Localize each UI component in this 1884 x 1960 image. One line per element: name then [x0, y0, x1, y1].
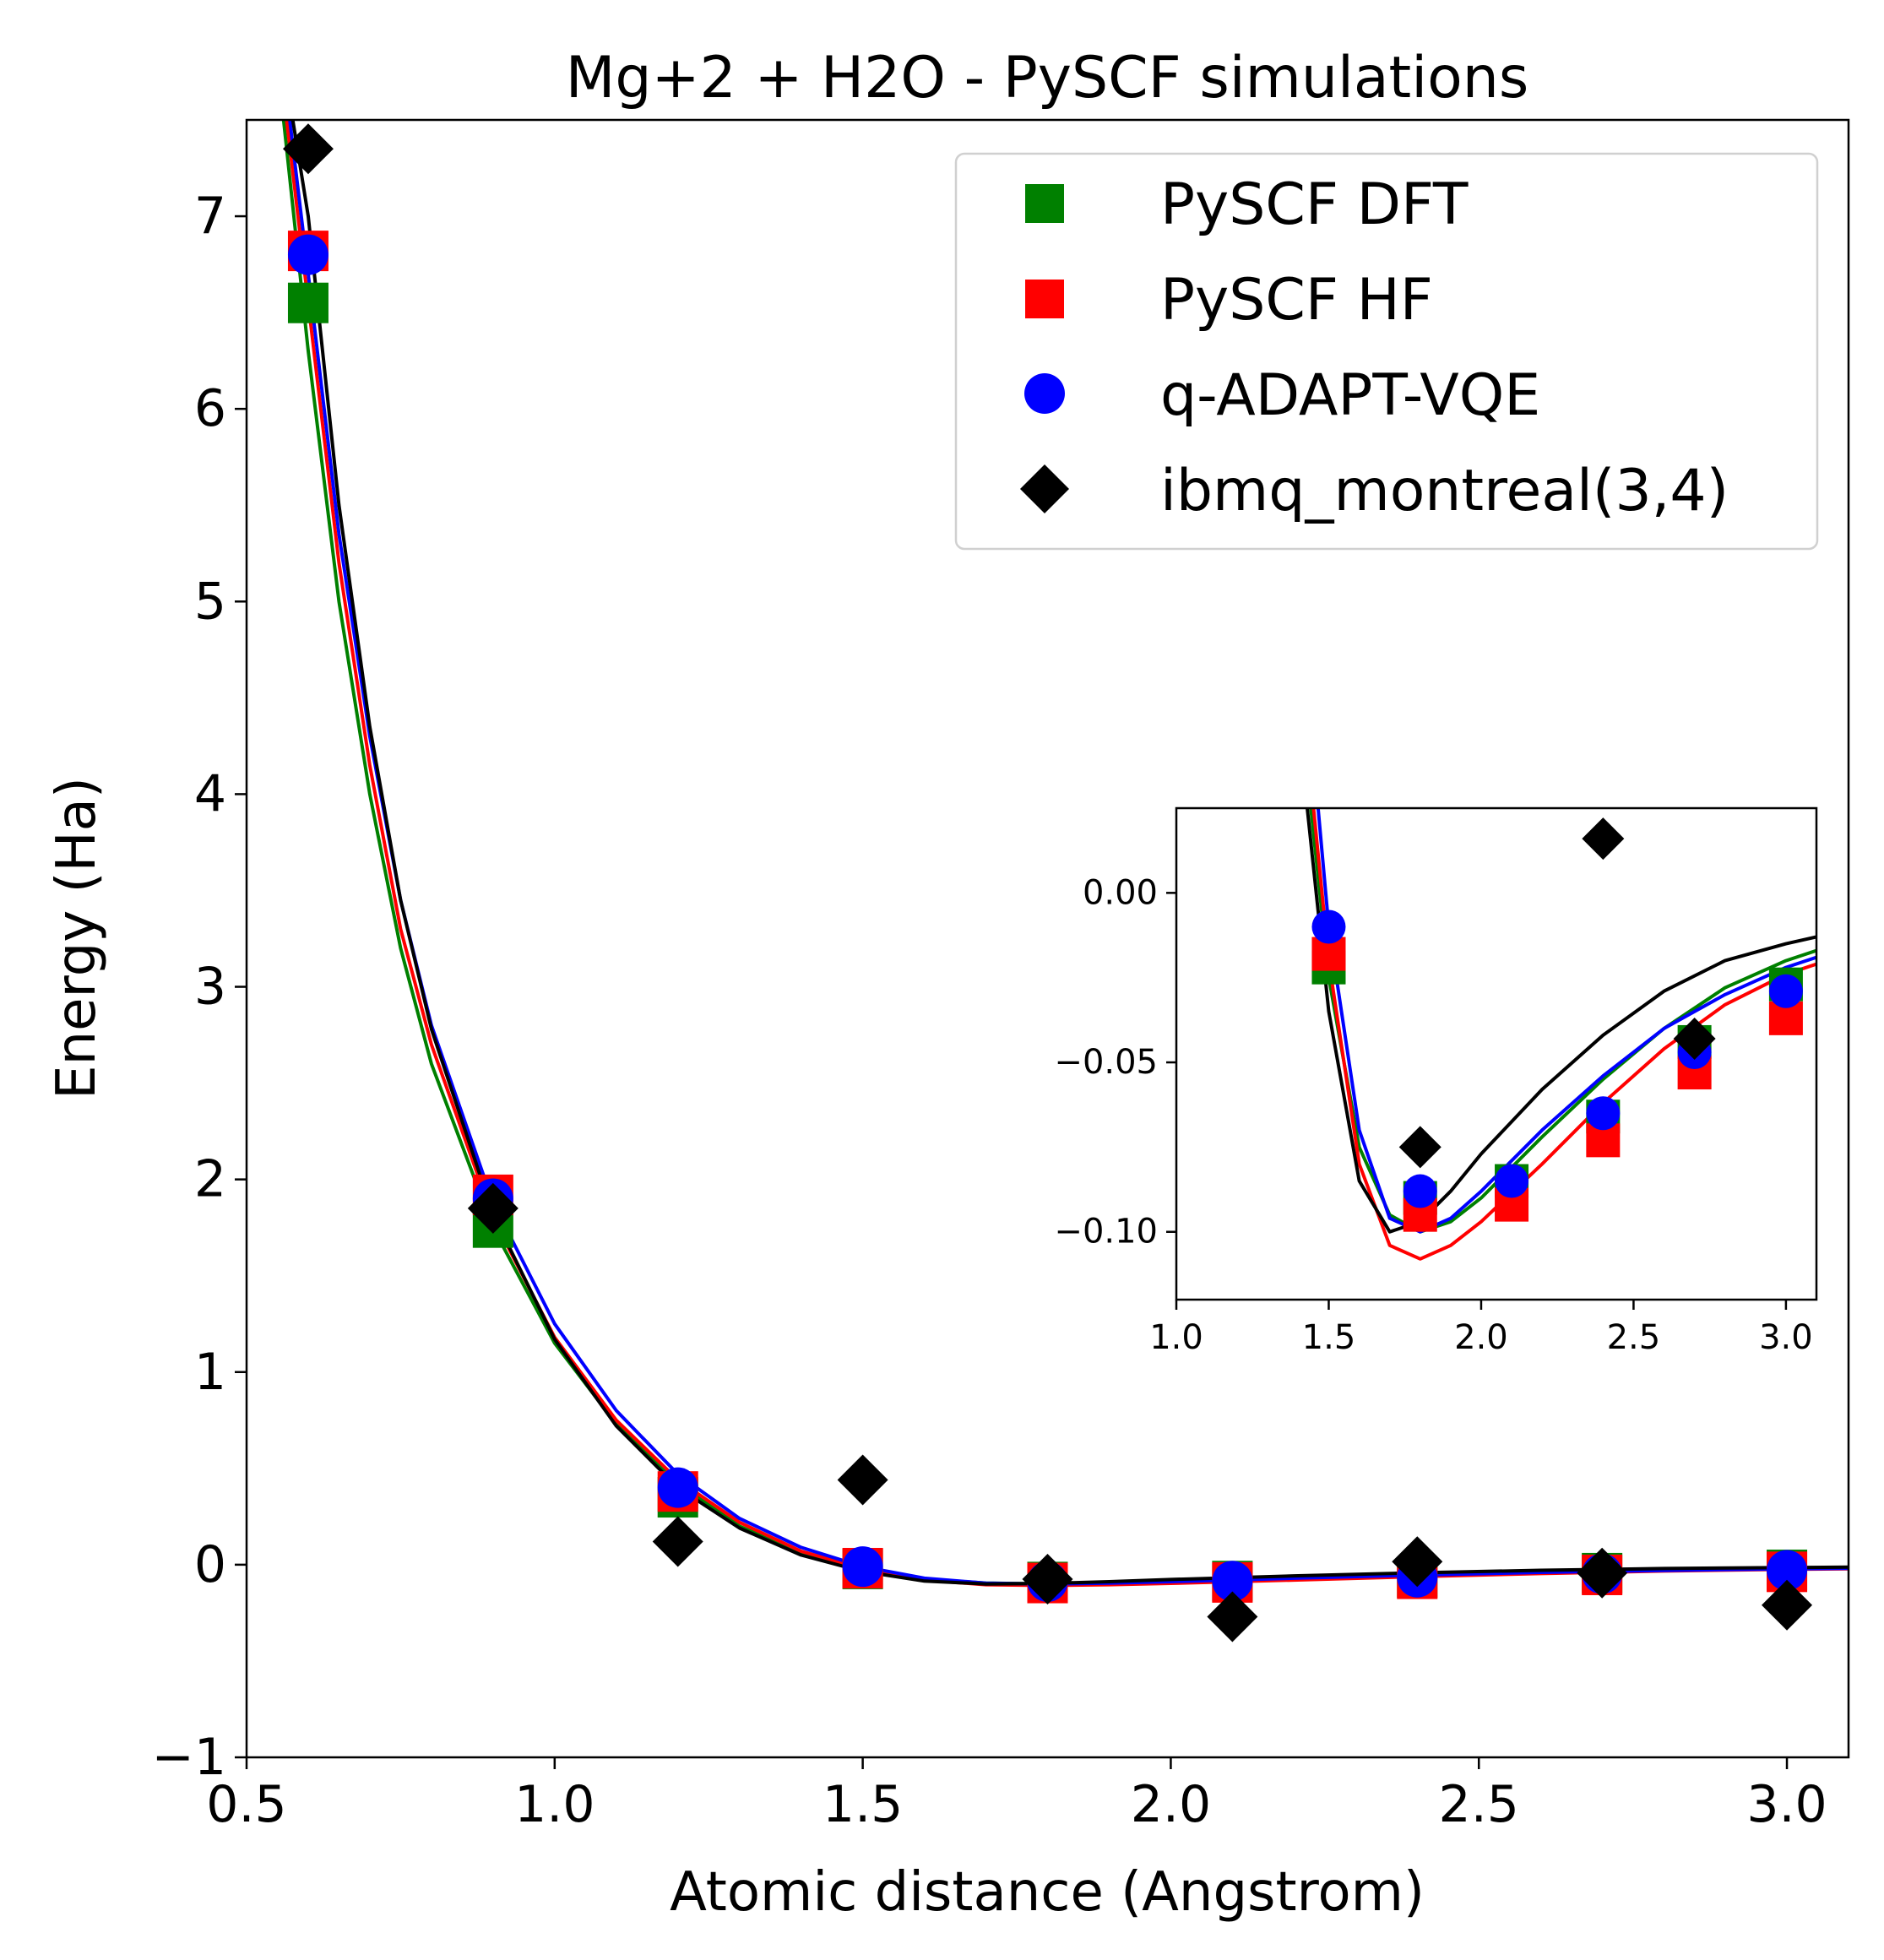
main-y-tick-label: 7 [194, 187, 226, 246]
main-y-tick-label: 5 [194, 572, 226, 631]
main-y-tick-label: 3 [194, 958, 226, 1017]
inset-ibmq-montreal-3-4-marker [1582, 817, 1625, 861]
legend-box [954, 152, 1819, 551]
main-y-tick-label: 4 [194, 764, 226, 823]
main-axis-ticks: 0.5 1.0 1.5 2.0 2.5 3.0 −1 0 1 2 3 4 5 6 7 [152, 187, 1827, 1834]
inset-ibmq-montreal-3-4-marker [1398, 1126, 1442, 1169]
main-pyscf-dft-marker [287, 282, 328, 323]
main-fit-curves [281, 120, 1849, 1588]
main-ibmq-montreal-3-4-marker [1762, 1579, 1813, 1631]
inset-x-tick-label: 2.0 [1454, 1318, 1508, 1357]
inset-axis-ticks: 1.0 1.5 2.0 2.5 3.0 0.00 −0.05 −0.10 [1054, 873, 1812, 1357]
main-y-tick-label: −1 [152, 1728, 226, 1787]
main-ibmq-montreal-3-4-marker [467, 1182, 519, 1234]
inset-x-tick-label: 1.5 [1302, 1318, 1356, 1357]
inset-fit-curves [1306, 808, 1816, 1261]
main-markers [282, 123, 1813, 1642]
inset-q-adapt-vqe-marker [1403, 1174, 1437, 1208]
main-ibmq-montreal-3-4-marker [837, 1454, 888, 1506]
inset-y-tick-label: −0.10 [1054, 1213, 1158, 1251]
inset-q-adapt-vqe-marker [1495, 1164, 1529, 1198]
main-plot-frame [245, 118, 1850, 1759]
inset-background [1176, 808, 1816, 1300]
inset-x-tick-label: 2.5 [1607, 1318, 1661, 1357]
inset-y-tick-label: −0.05 [1054, 1043, 1158, 1082]
main-q-adapt-vqe-marker [657, 1467, 698, 1508]
main-ibmq-montreal-3-4-marker [282, 123, 334, 175]
main-y-tick-label: 1 [194, 1343, 226, 1402]
main-y-tick-label: 6 [194, 379, 226, 438]
inset-x-tick-label: 3.0 [1759, 1318, 1813, 1357]
legend: PySCF DFT PySCF HF q-ADAPT-VQE ibmq_mont… [954, 152, 1819, 551]
main-fit-curve-3 [290, 120, 1849, 1586]
main-x-tick-label: 0.5 [206, 1775, 286, 1834]
inset-fit-curve-0 [1309, 808, 1816, 1234]
inset-plot-frame [1175, 806, 1818, 1301]
main-x-tick-label: 1.0 [514, 1775, 595, 1834]
main-ibmq-montreal-3-4-marker [1207, 1591, 1258, 1642]
main-y-tick-label: 0 [194, 1535, 226, 1594]
inset-x-tick-label: 1.0 [1149, 1318, 1203, 1357]
legend-marker-ibmq-montreal [1020, 464, 1069, 513]
legend-marker-pyscf-hf [1025, 280, 1064, 318]
legend-label-pyscf-dft: PySCF DFT [1160, 171, 1469, 238]
main-ibmq-montreal-3-4-marker [1392, 1536, 1443, 1588]
main-y-tick-label: 2 [194, 1150, 226, 1209]
inset-q-adapt-vqe-marker [1311, 909, 1346, 944]
legend-label-pyscf-hf: PySCF HF [1160, 267, 1433, 334]
main-x-tick-label: 2.0 [1131, 1775, 1211, 1834]
inset-markers [1311, 817, 1803, 1232]
main-x-tick-label: 1.5 [823, 1775, 903, 1834]
x-axis-label: Atomic distance (Angstrom) [670, 1861, 1425, 1924]
legend-marker-q-adapt-vqe [1024, 373, 1065, 414]
y-axis-label: Energy (Ha) [46, 777, 108, 1099]
legend-label-ibmq-montreal: ibmq_montreal(3,4) [1160, 458, 1729, 524]
main-q-adapt-vqe-marker [1212, 1561, 1253, 1602]
main-ibmq-montreal-3-4-marker [652, 1516, 703, 1567]
inset-q-adapt-vqe-marker [1768, 974, 1803, 1008]
inset-fit-curve-1 [1311, 808, 1816, 1261]
main-ibmq-montreal-3-4-marker [1577, 1547, 1628, 1599]
legend-label-q-adapt-vqe: q-ADAPT-VQE [1160, 362, 1540, 429]
main-ibmq-montreal-3-4-marker [1022, 1553, 1073, 1604]
inset-plot: 1.0 1.5 2.0 2.5 3.0 0.00 −0.05 −0.10 [1054, 806, 1818, 1357]
chart-title: Mg+2 + H2O - PySCF simulations [566, 45, 1529, 111]
inset-fit-curve-3 [1306, 808, 1816, 1234]
legend-marker-pyscf-dft [1025, 184, 1064, 223]
main-q-adapt-vqe-marker [287, 234, 328, 275]
main-x-tick-label: 2.5 [1439, 1775, 1519, 1834]
inset-y-tick-label: 0.00 [1083, 873, 1158, 912]
main-q-adapt-vqe-marker [1767, 1550, 1808, 1591]
inset-ibmq-montreal-3-4-marker [1673, 1017, 1716, 1060]
inset-q-adapt-vqe-marker [1586, 1096, 1621, 1131]
inset-fit-curve-2 [1316, 808, 1816, 1234]
main-x-tick-label: 3.0 [1746, 1775, 1827, 1834]
main-q-adapt-vqe-marker [842, 1546, 883, 1588]
